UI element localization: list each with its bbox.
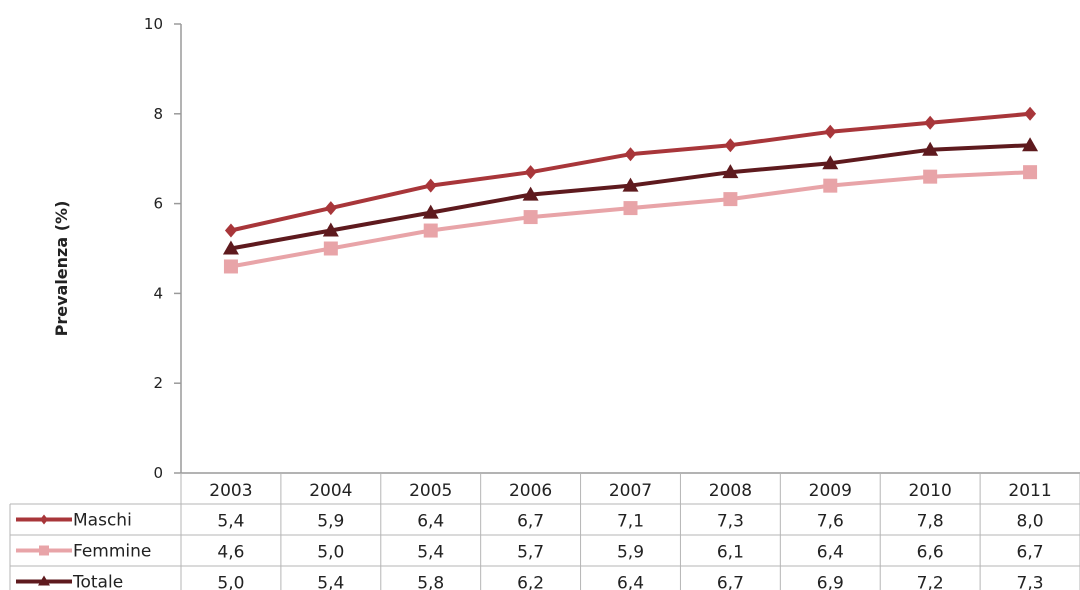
data-point-femmine-2004 [323, 241, 338, 256]
y-tick-label: 2 [153, 374, 163, 392]
data-point-totale-2010 [922, 141, 939, 156]
data-label-totale: 6,9 [817, 574, 844, 590]
data-label-maschi: 5,9 [317, 512, 344, 532]
data-point-totale-2006 [522, 186, 539, 201]
axes: 0 2 4 6 8 10 Prevalenza (%) [52, 15, 182, 482]
data-point-maschi-2010 [924, 115, 937, 130]
data-label-femmine: 6,7 [1017, 543, 1044, 563]
data-label-totale: 6,2 [517, 574, 544, 590]
data-point-maschi-2008 [724, 138, 737, 153]
data-point-maschi-2007 [624, 147, 637, 162]
x-tick-label: 2008 [709, 481, 752, 501]
data-label-totale: 6,7 [717, 574, 744, 590]
data-point-maschi-2011 [1024, 106, 1037, 121]
data-point-femmine-2007 [623, 201, 638, 216]
legend-label-totale: Totale [72, 573, 123, 590]
legend-label-maschi: Maschi [73, 511, 132, 531]
data-label-femmine: 6,1 [717, 543, 744, 563]
data-label-maschi: 8,0 [1017, 512, 1044, 532]
data-label-totale: 5,4 [317, 574, 344, 590]
data-label-totale: 7,2 [917, 574, 944, 590]
data-label-femmine: 5,0 [317, 543, 344, 563]
series-femmine [223, 165, 1038, 274]
legend-key-marker-totale [38, 575, 50, 586]
data-label-maschi: 5,4 [217, 512, 244, 532]
data-point-femmine-2011 [1023, 165, 1038, 180]
y-tick-label: 8 [153, 105, 163, 123]
data-point-maschi-2006 [524, 165, 537, 180]
x-tick-label: 2004 [309, 481, 352, 501]
legend-label-femmine: Femmine [73, 542, 151, 562]
y-tick-label: 10 [144, 15, 163, 33]
y-axis-title: Prevalenza (%) [52, 201, 71, 337]
legend-key-marker-femmine [39, 545, 49, 556]
data-point-maschi-2005 [424, 178, 437, 193]
data-label-maschi: 6,7 [517, 512, 544, 532]
data-label-femmine: 6,6 [917, 543, 944, 563]
data-point-totale-2009 [822, 155, 839, 170]
data-label-maschi: 7,1 [617, 512, 644, 532]
data-point-femmine-2010 [923, 169, 938, 184]
x-tick-label: 2009 [809, 481, 852, 501]
x-tick-label: 2005 [409, 481, 452, 501]
data-label-totale: 6,4 [617, 574, 644, 590]
x-tick-label: 2007 [609, 481, 652, 501]
data-point-femmine-2003 [223, 259, 238, 274]
y-tick-label: 6 [153, 195, 163, 213]
data-point-maschi-2009 [824, 124, 837, 139]
x-tick-label: 2010 [909, 481, 952, 501]
data-point-totale-2003 [222, 240, 239, 255]
data-point-totale-2007 [622, 177, 639, 192]
x-tick-label: 2011 [1008, 481, 1051, 501]
data-point-totale-2005 [422, 204, 439, 219]
data-point-femmine-2006 [523, 210, 538, 225]
x-tick-label: 2003 [209, 481, 252, 501]
series-maschi [224, 106, 1037, 238]
data-label-totale: 5,0 [217, 574, 244, 590]
data-point-totale-2008 [722, 164, 739, 179]
data-label-maschi: 7,6 [817, 512, 844, 532]
data-label-femmine: 5,4 [417, 543, 444, 563]
data-table: 2003 2004 2005 2006 2007 2008 2009 2010 2011 Masc… [9, 472, 1080, 590]
data-point-totale-2004 [322, 222, 339, 237]
data-point-femmine-2009 [823, 178, 838, 193]
legend-key-marker-maschi [40, 514, 48, 525]
series-layer [222, 106, 1039, 274]
data-label-maschi: 6,4 [417, 512, 444, 532]
y-tick-label: 0 [153, 464, 163, 482]
data-label-totale: 5,8 [417, 574, 444, 590]
y-tick-label: 4 [153, 284, 163, 302]
data-label-maschi: 7,3 [717, 512, 744, 532]
x-tick-label: 2006 [509, 481, 552, 501]
data-label-femmine: 4,6 [217, 543, 244, 563]
data-point-maschi-2003 [224, 223, 237, 238]
data-point-femmine-2005 [423, 223, 438, 238]
data-point-femmine-2008 [723, 192, 738, 207]
data-label-femmine: 5,9 [617, 543, 644, 563]
series-totale [222, 137, 1039, 255]
data-label-totale: 7,3 [1017, 574, 1044, 590]
data-point-totale-2011 [1022, 137, 1039, 152]
data-label-femmine: 5,7 [517, 543, 544, 563]
data-point-maschi-2004 [324, 201, 337, 216]
data-label-femmine: 6,4 [817, 543, 844, 563]
data-label-maschi: 7,8 [917, 512, 944, 532]
